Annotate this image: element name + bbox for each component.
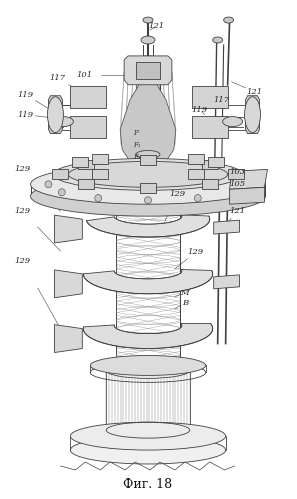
Polygon shape xyxy=(202,160,218,170)
Ellipse shape xyxy=(53,117,73,127)
Polygon shape xyxy=(246,96,260,134)
Text: F₂: F₂ xyxy=(133,153,141,161)
Text: 129: 129 xyxy=(188,248,204,256)
Polygon shape xyxy=(202,179,218,189)
Text: 129: 129 xyxy=(15,257,31,265)
Polygon shape xyxy=(78,160,94,170)
Polygon shape xyxy=(192,86,228,108)
Polygon shape xyxy=(86,215,210,237)
Polygon shape xyxy=(188,169,204,179)
Ellipse shape xyxy=(244,97,260,133)
Circle shape xyxy=(194,167,201,174)
Text: 119: 119 xyxy=(18,91,34,99)
Text: 121: 121 xyxy=(230,207,246,215)
Circle shape xyxy=(145,165,151,172)
Circle shape xyxy=(194,195,201,202)
Text: 129: 129 xyxy=(15,207,31,215)
Text: 129: 129 xyxy=(170,190,186,198)
Circle shape xyxy=(95,167,102,174)
Ellipse shape xyxy=(116,182,180,196)
Circle shape xyxy=(231,173,238,180)
Text: Фиг. 18: Фиг. 18 xyxy=(124,479,173,492)
Text: 121: 121 xyxy=(247,88,263,96)
Polygon shape xyxy=(228,169,244,179)
Circle shape xyxy=(231,189,238,196)
Ellipse shape xyxy=(141,36,155,44)
Ellipse shape xyxy=(31,176,266,216)
Polygon shape xyxy=(140,183,156,193)
Polygon shape xyxy=(124,56,172,85)
Ellipse shape xyxy=(31,164,266,204)
Ellipse shape xyxy=(136,56,160,64)
Circle shape xyxy=(95,195,102,202)
Circle shape xyxy=(45,181,52,188)
Polygon shape xyxy=(230,169,267,189)
Text: 129: 129 xyxy=(15,165,31,173)
Text: P: P xyxy=(133,129,138,137)
Polygon shape xyxy=(54,325,82,352)
Polygon shape xyxy=(136,62,160,79)
Ellipse shape xyxy=(143,17,153,23)
Circle shape xyxy=(145,197,151,204)
Ellipse shape xyxy=(223,117,243,127)
Polygon shape xyxy=(188,155,204,164)
Ellipse shape xyxy=(70,436,226,464)
Text: 105: 105 xyxy=(230,180,246,188)
Ellipse shape xyxy=(90,355,206,375)
Ellipse shape xyxy=(106,362,190,378)
Text: 117: 117 xyxy=(214,96,230,104)
Polygon shape xyxy=(53,169,68,179)
Ellipse shape xyxy=(136,151,160,158)
Polygon shape xyxy=(140,156,156,165)
Polygon shape xyxy=(54,270,82,298)
Polygon shape xyxy=(72,157,88,167)
Polygon shape xyxy=(70,86,106,108)
Text: 119: 119 xyxy=(192,106,208,114)
Circle shape xyxy=(244,181,251,188)
Polygon shape xyxy=(230,187,264,204)
Polygon shape xyxy=(83,323,213,348)
Polygon shape xyxy=(70,116,106,138)
Text: 101: 101 xyxy=(76,71,92,79)
Polygon shape xyxy=(54,215,82,243)
Ellipse shape xyxy=(68,161,228,187)
Text: B: B xyxy=(182,299,188,307)
Ellipse shape xyxy=(70,422,226,450)
Polygon shape xyxy=(78,179,94,189)
Ellipse shape xyxy=(53,158,243,190)
Text: M: M xyxy=(181,289,189,297)
Text: 119: 119 xyxy=(18,111,34,119)
Polygon shape xyxy=(83,269,213,294)
Text: 103: 103 xyxy=(230,168,246,176)
Polygon shape xyxy=(48,96,62,134)
Circle shape xyxy=(58,189,65,196)
Polygon shape xyxy=(214,220,240,234)
Ellipse shape xyxy=(213,37,223,43)
Ellipse shape xyxy=(48,97,63,133)
Polygon shape xyxy=(120,70,176,169)
Polygon shape xyxy=(92,169,108,179)
Polygon shape xyxy=(208,157,224,167)
Text: 117: 117 xyxy=(49,74,66,82)
Text: 121: 121 xyxy=(149,22,165,30)
Polygon shape xyxy=(214,275,240,289)
Text: F₁: F₁ xyxy=(133,142,141,150)
Polygon shape xyxy=(92,155,108,164)
Ellipse shape xyxy=(224,17,234,23)
Polygon shape xyxy=(192,116,228,138)
Circle shape xyxy=(58,173,65,180)
